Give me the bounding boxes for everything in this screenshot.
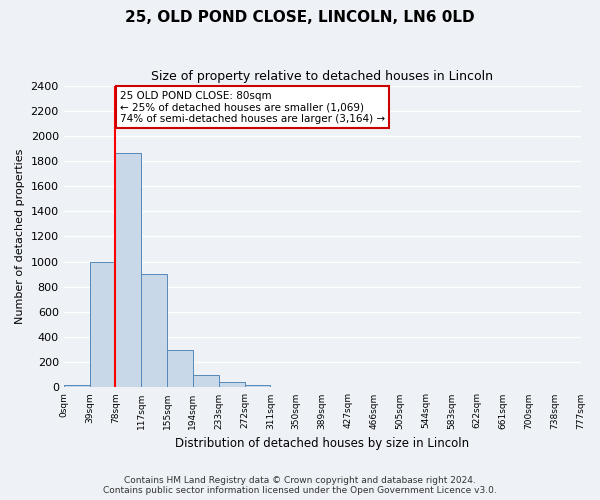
Text: Contains HM Land Registry data © Crown copyright and database right 2024.
Contai: Contains HM Land Registry data © Crown c… (103, 476, 497, 495)
Bar (141, 274, 167, 388)
Title: Size of property relative to detached houses in Lincoln: Size of property relative to detached ho… (151, 70, 493, 83)
Bar (245, 385, 271, 388)
Bar (64, 385, 89, 388)
X-axis label: Distribution of detached houses by size in Lincoln: Distribution of detached houses by size … (175, 437, 469, 450)
Bar (89, 262, 115, 388)
Y-axis label: Number of detached properties: Number of detached properties (15, 149, 25, 324)
Bar (167, 350, 193, 388)
Text: 25, OLD POND CLOSE, LINCOLN, LN6 0LD: 25, OLD POND CLOSE, LINCOLN, LN6 0LD (125, 10, 475, 25)
Bar (193, 375, 219, 388)
Bar (115, 154, 141, 388)
Text: 25 OLD POND CLOSE: 80sqm
← 25% of detached houses are smaller (1,069)
74% of sem: 25 OLD POND CLOSE: 80sqm ← 25% of detach… (120, 90, 385, 124)
Bar (219, 382, 245, 388)
